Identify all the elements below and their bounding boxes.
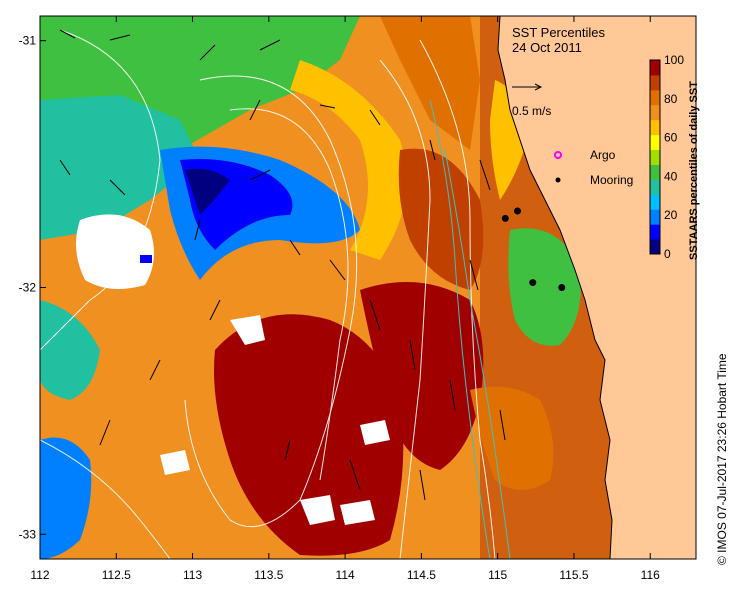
colorbar-swatch — [650, 209, 660, 225]
colorbar-swatch — [650, 164, 660, 180]
x-tick-label: 114 — [336, 568, 355, 582]
y-tick-label: -31 — [19, 34, 37, 48]
x-tick-label: 115 — [488, 568, 507, 582]
colorbar-swatch — [650, 89, 660, 106]
colorbar-frame — [649, 59, 661, 255]
colorbar-swatch — [650, 149, 660, 165]
x-tick-label: 113 — [183, 568, 202, 582]
colorbar-tick-label: 20 — [664, 208, 678, 222]
colorbar-swatch — [650, 239, 660, 255]
mooring-marker-icon — [555, 177, 561, 183]
colorbar-tick-label: 60 — [664, 131, 678, 145]
x-tick-label: 112 — [30, 568, 49, 582]
x-tick-label: 113.5 — [254, 568, 283, 582]
x-tick-label: 115.5 — [559, 568, 588, 582]
x-axis: 112 112.5 113 113.5 114 114.5 115 115.5 116 — [30, 16, 660, 582]
colorbar-swatch — [650, 60, 660, 76]
colorbar-tick-label: 40 — [664, 169, 678, 183]
colorbar-tick-label: 80 — [664, 92, 678, 106]
mooring-point — [558, 284, 566, 291]
x-tick-label: 116 — [641, 568, 660, 582]
mooring-points — [501, 207, 566, 291]
credit-text: © IMOS 07-Jul-2017 23:26 Hobart Time — [715, 353, 729, 565]
y-tick-label: -33 — [19, 527, 37, 541]
svg-text:0.5 m/s: 0.5 m/s — [512, 104, 551, 118]
sst-field — [40, 16, 696, 559]
colorbar-swatch — [650, 119, 660, 136]
colorbar-swatch — [650, 179, 660, 195]
x-tick-label: 114.5 — [407, 568, 436, 582]
map-date: 24 Oct 2011 — [512, 40, 582, 55]
mooring-label: Mooring — [590, 173, 633, 187]
colorbar-swatch — [650, 74, 660, 91]
map-title: SST Percentiles — [512, 25, 605, 40]
colorbar-tick-label: 100 — [664, 53, 684, 67]
land-mass — [497, 16, 696, 559]
colorbar-tick-label: 0 — [664, 247, 671, 261]
velocity-scale: 0.5 m/s — [512, 83, 551, 118]
colorbar-title: SSTAARS percentiles of daily SST — [688, 81, 700, 260]
argo-marker-icon — [554, 151, 562, 159]
argo-label: Argo — [590, 148, 616, 162]
velocity-arrows — [59, 29, 506, 501]
y-axis: -31 -32 -33 — [19, 34, 46, 541]
colorbar-swatch — [650, 224, 660, 240]
mooring-point — [529, 279, 537, 287]
colorbar-swatch — [650, 134, 660, 151]
colorbar-swatch — [650, 104, 660, 121]
mooring-point — [514, 207, 522, 215]
colorbar: 0 20 40 60 80 100 — [649, 53, 684, 261]
x-tick-label: 112.5 — [102, 568, 131, 582]
point-legend: Argo Mooring — [554, 148, 633, 187]
colorbar-swatch — [650, 194, 660, 210]
y-tick-label: -32 — [19, 281, 37, 295]
mooring-point — [501, 214, 509, 222]
